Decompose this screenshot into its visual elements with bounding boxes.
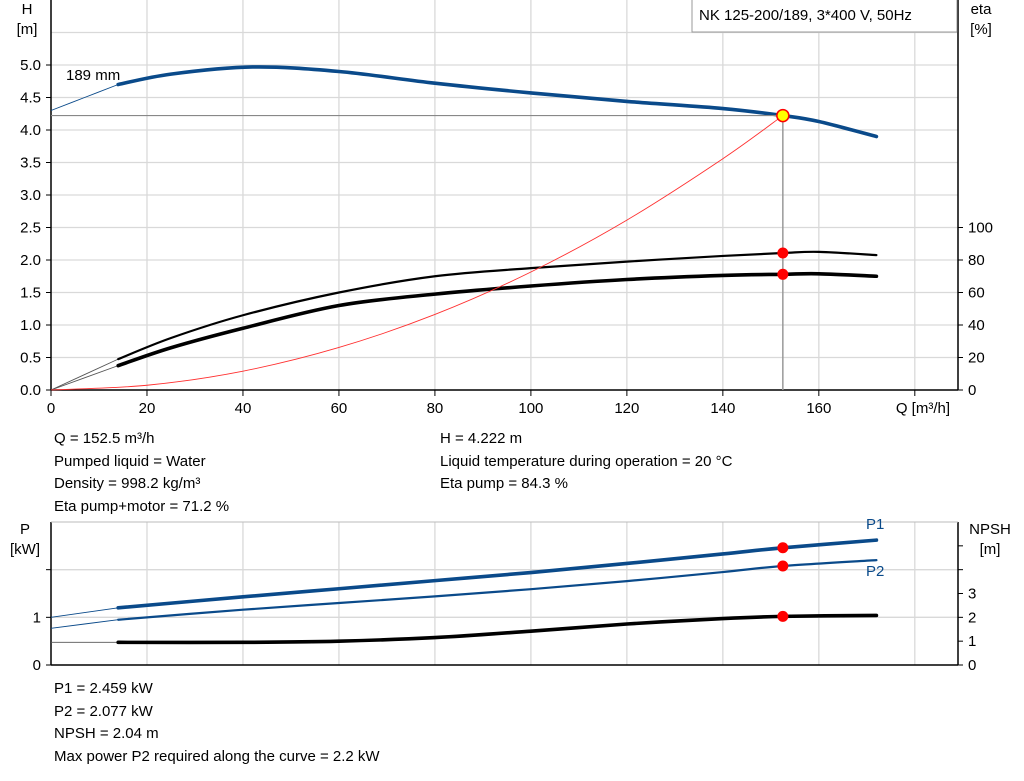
x-tick-label: 100 xyxy=(518,400,543,417)
info-top-left: Q = 152.5 m³/h Pumped liquid = Water Den… xyxy=(54,428,229,518)
P1-curve xyxy=(116,538,879,610)
y-tick-label-right: 20 xyxy=(968,350,985,367)
info-temperature: Liquid temperature during operation = 20… xyxy=(440,452,733,470)
x-tick-label: 60 xyxy=(331,400,348,417)
eta_pump-curve xyxy=(117,250,878,361)
info-top-right: H = 4.222 m Liquid temperature during op… xyxy=(440,428,732,496)
y-tick-label-right: 80 xyxy=(968,252,985,269)
y-tick-label-right: 60 xyxy=(968,285,985,302)
series-label-p2: P2 xyxy=(866,563,884,580)
y-tick-label-left: 2.5 xyxy=(20,220,41,237)
y-axis-label-right: [%] xyxy=(970,21,992,38)
chart-title: NK 125-200/189, 3*400 V, 50Hz xyxy=(699,7,912,24)
x-axis-label: Q [m³/h] xyxy=(896,400,950,417)
p2-marker xyxy=(777,560,789,572)
info-p2: P2 = 2.077 kW xyxy=(54,702,153,720)
y-tick-label-left: 0.5 xyxy=(20,350,41,367)
P1-curve-extension xyxy=(50,607,119,618)
y-axis-label-left: H xyxy=(22,1,33,18)
y-tick-label-right: 0 xyxy=(968,657,976,674)
y-axis-label-right: [m] xyxy=(980,541,1001,558)
P2-curve-extension xyxy=(50,619,119,629)
y-tick-label-left: 0 xyxy=(33,657,41,674)
NPSH-curve xyxy=(116,613,879,645)
info-h: H = 4.222 m xyxy=(440,430,523,447)
info-max-power: Max power P2 required along the curve = … xyxy=(54,747,380,765)
npsh-marker xyxy=(777,610,789,622)
system-curve xyxy=(50,115,784,391)
y-tick-label-left: 1.0 xyxy=(20,317,41,334)
y-axis-label-left: P xyxy=(20,521,30,538)
y-tick-label-left: 0.0 xyxy=(20,382,41,399)
y-tick-label-right: 0 xyxy=(968,382,976,399)
y-tick-label-left: 1 xyxy=(33,609,41,626)
y-tick-label-right: 100 xyxy=(968,220,993,237)
info-liquid: Pumped liquid = Water xyxy=(54,452,206,470)
y-axis-label-right: NPSH xyxy=(969,521,1011,538)
title-box xyxy=(691,0,958,33)
y-tick-label-left: 4.0 xyxy=(20,122,41,139)
info-density: Density = 998.2 kg/m³ xyxy=(54,475,201,492)
y-tick-label-left: 3.0 xyxy=(20,187,41,204)
y-tick-label-left: 3.5 xyxy=(20,155,41,172)
x-tick-label: 160 xyxy=(806,400,831,417)
y-axis-label-left: [kW] xyxy=(10,541,40,558)
eta_pump-curve-extension xyxy=(50,358,119,391)
y-axis-label-right: eta xyxy=(971,1,993,18)
y-axis-label-left: [m] xyxy=(17,21,38,38)
curve-label: 189 mm xyxy=(66,67,120,84)
x-tick-label: 20 xyxy=(139,400,156,417)
eta-pump-motor-marker xyxy=(777,268,789,280)
x-tick-label: 140 xyxy=(710,400,735,417)
y-tick-label-left: 4.5 xyxy=(20,90,41,107)
info-npsh: NPSH = 2.04 m xyxy=(54,725,159,742)
x-tick-label: 120 xyxy=(614,400,639,417)
x-tick-label: 80 xyxy=(427,400,444,417)
head-curve xyxy=(116,65,879,139)
info-eta-pump-motor: Eta pump+motor = 71.2 % xyxy=(54,497,230,515)
y-tick-label-right: 1 xyxy=(968,633,976,650)
y-tick-label-left: 2.0 xyxy=(20,252,41,269)
operating-point-marker xyxy=(776,108,790,123)
x-tick-label: 40 xyxy=(235,400,252,417)
head-curve-extension xyxy=(50,84,119,111)
info-p1: P1 = 2.459 kW xyxy=(54,680,153,697)
y-tick-label-left: 1.5 xyxy=(20,285,41,302)
series-label-p1: P1 xyxy=(866,516,884,533)
y-tick-label-right: 3 xyxy=(968,586,976,603)
eta-pump-marker xyxy=(777,247,789,259)
info-bottom: P1 = 2.459 kW P2 = 2.077 kW NPSH = 2.04 … xyxy=(54,678,380,768)
eta_pump_motor-curve-extension xyxy=(50,365,119,391)
x-tick-label: 0 xyxy=(47,400,55,417)
y-tick-label-left: 5.0 xyxy=(20,57,41,74)
p1-marker xyxy=(777,542,789,554)
y-tick-label-right: 2 xyxy=(968,609,976,626)
info-q: Q = 152.5 m³/h xyxy=(54,430,155,447)
y-tick-label-right: 40 xyxy=(968,317,985,334)
info-eta-pump: Eta pump = 84.3 % xyxy=(440,475,568,492)
P2-curve xyxy=(117,559,878,621)
